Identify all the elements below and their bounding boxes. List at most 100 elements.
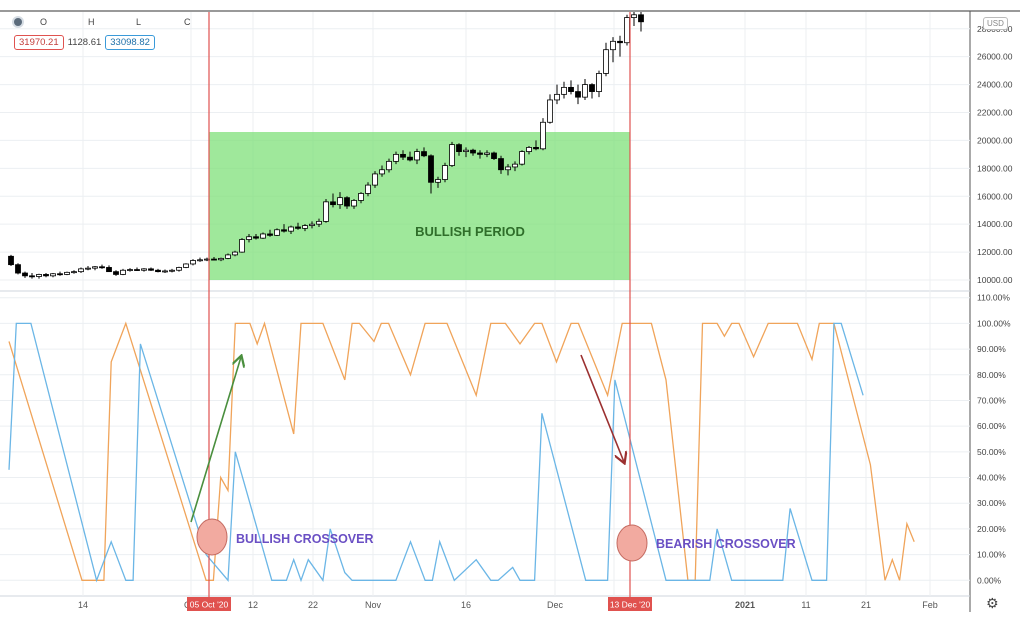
bullish-date-flag-bg: [187, 597, 231, 611]
candle-body: [463, 149, 469, 152]
candle-body: [596, 73, 602, 92]
candle-body: [253, 236, 259, 239]
candle-body: [617, 40, 623, 44]
candle-body: [36, 274, 42, 277]
candle-body: [484, 152, 490, 155]
candle-body: [169, 269, 175, 272]
candle-body: [211, 258, 217, 261]
candle-body: [302, 225, 308, 229]
candle-body: [71, 271, 77, 274]
candle-body: [57, 273, 63, 276]
gear-icon[interactable]: ⚙: [986, 595, 999, 611]
candle-body: [281, 229, 287, 232]
oscillator-tick-label: 30.00%: [977, 498, 1006, 508]
oscillator-tick-label: 10.00%: [977, 550, 1006, 560]
bearish-crossover-circle: [616, 524, 648, 562]
candle-body: [64, 271, 70, 275]
candle-body: [491, 152, 497, 159]
candle-body: [337, 197, 343, 206]
candle-body: [631, 14, 637, 18]
candle-body: [260, 233, 266, 239]
candle-body: [295, 226, 301, 229]
candle-body: [351, 200, 357, 207]
candle-body: [379, 169, 385, 175]
ohlc-open-label: O: [40, 17, 48, 27]
oscillator-line-orange: [8, 321, 915, 581]
oscillator-tick-label: 80.00%: [977, 370, 1006, 380]
candle-body: [533, 147, 539, 150]
candle-body: [365, 184, 371, 194]
price-tick-label: 18000.00: [977, 163, 1013, 173]
candle-body: [526, 147, 532, 152]
time-axis-label: Feb: [922, 600, 938, 610]
candle-body: [106, 267, 112, 273]
ohlc-low-label: L: [136, 17, 142, 27]
candle-body: [29, 275, 35, 278]
candle-body: [148, 268, 154, 271]
candle-body: [512, 163, 518, 168]
candle-body: [78, 268, 84, 273]
time-axis-label: 12: [248, 600, 258, 610]
candle-body: [561, 86, 567, 95]
bullish-period-label: BULLISH PERIOD: [415, 224, 525, 239]
candle-body: [288, 226, 294, 232]
price-tick-label: 26000.00: [977, 52, 1013, 62]
candle-body: [428, 155, 434, 183]
candle-body: [197, 259, 203, 262]
candle-body: [372, 173, 378, 186]
candle-body: [92, 266, 98, 269]
candle-body: [407, 156, 413, 161]
candle-body: [610, 40, 616, 51]
candle-body: [239, 239, 245, 253]
oscillator-tick-label: 70.00%: [977, 395, 1006, 405]
time-axis-label: Nov: [365, 600, 382, 610]
time-axis-label: 11: [801, 600, 810, 610]
candle-body: [575, 91, 581, 98]
candle-body: [498, 158, 504, 171]
candle-body: [603, 49, 609, 74]
candle-body: [568, 86, 574, 92]
currency-badge[interactable]: USD: [983, 17, 1008, 30]
candle-body: [225, 254, 231, 259]
candle-body: [141, 268, 147, 271]
candle-body: [582, 84, 588, 98]
time-axis-label: 14: [78, 600, 88, 610]
bullish-date-flag: 05 Oct '20: [190, 600, 229, 610]
candle-body: [386, 160, 392, 171]
candle-body: [540, 121, 546, 150]
candle-body: [120, 269, 126, 275]
candle-body: [8, 255, 14, 266]
price-tick-label: 12000.00: [977, 247, 1013, 257]
candle-body: [85, 267, 91, 270]
candle-body: [589, 84, 595, 92]
candle-body: [470, 149, 476, 154]
candle-body: [309, 223, 315, 226]
oscillator-tick-label: 90.00%: [977, 344, 1006, 354]
candle-body: [505, 166, 511, 171]
ohlc-high-label: H: [88, 17, 95, 27]
symbol-status-dot[interactable]: [14, 18, 22, 26]
bullish-arrow: [190, 357, 241, 523]
candle-body: [421, 151, 427, 157]
candle-body: [176, 267, 182, 271]
candle-body: [435, 179, 441, 183]
indicator-value-red: 31970.21: [14, 35, 64, 50]
price-tick-label: 10000.00: [977, 275, 1013, 285]
candle-body: [274, 229, 280, 236]
oscillator-tick-label: 60.00%: [977, 421, 1006, 431]
candle-body: [99, 266, 105, 269]
candle-body: [393, 153, 399, 162]
candle-body: [449, 144, 455, 166]
candle-body: [183, 263, 189, 268]
candle-body: [624, 17, 630, 44]
candle-body: [246, 236, 252, 240]
candle-body: [442, 165, 448, 180]
candle-body: [358, 193, 364, 201]
candle-body: [414, 151, 420, 161]
time-axis-label: 22: [308, 600, 318, 610]
bearish-arrow: [580, 354, 624, 462]
candle-body: [456, 144, 462, 152]
indicator-value-blue: 33098.82: [105, 35, 155, 50]
candle-body: [127, 269, 133, 271]
